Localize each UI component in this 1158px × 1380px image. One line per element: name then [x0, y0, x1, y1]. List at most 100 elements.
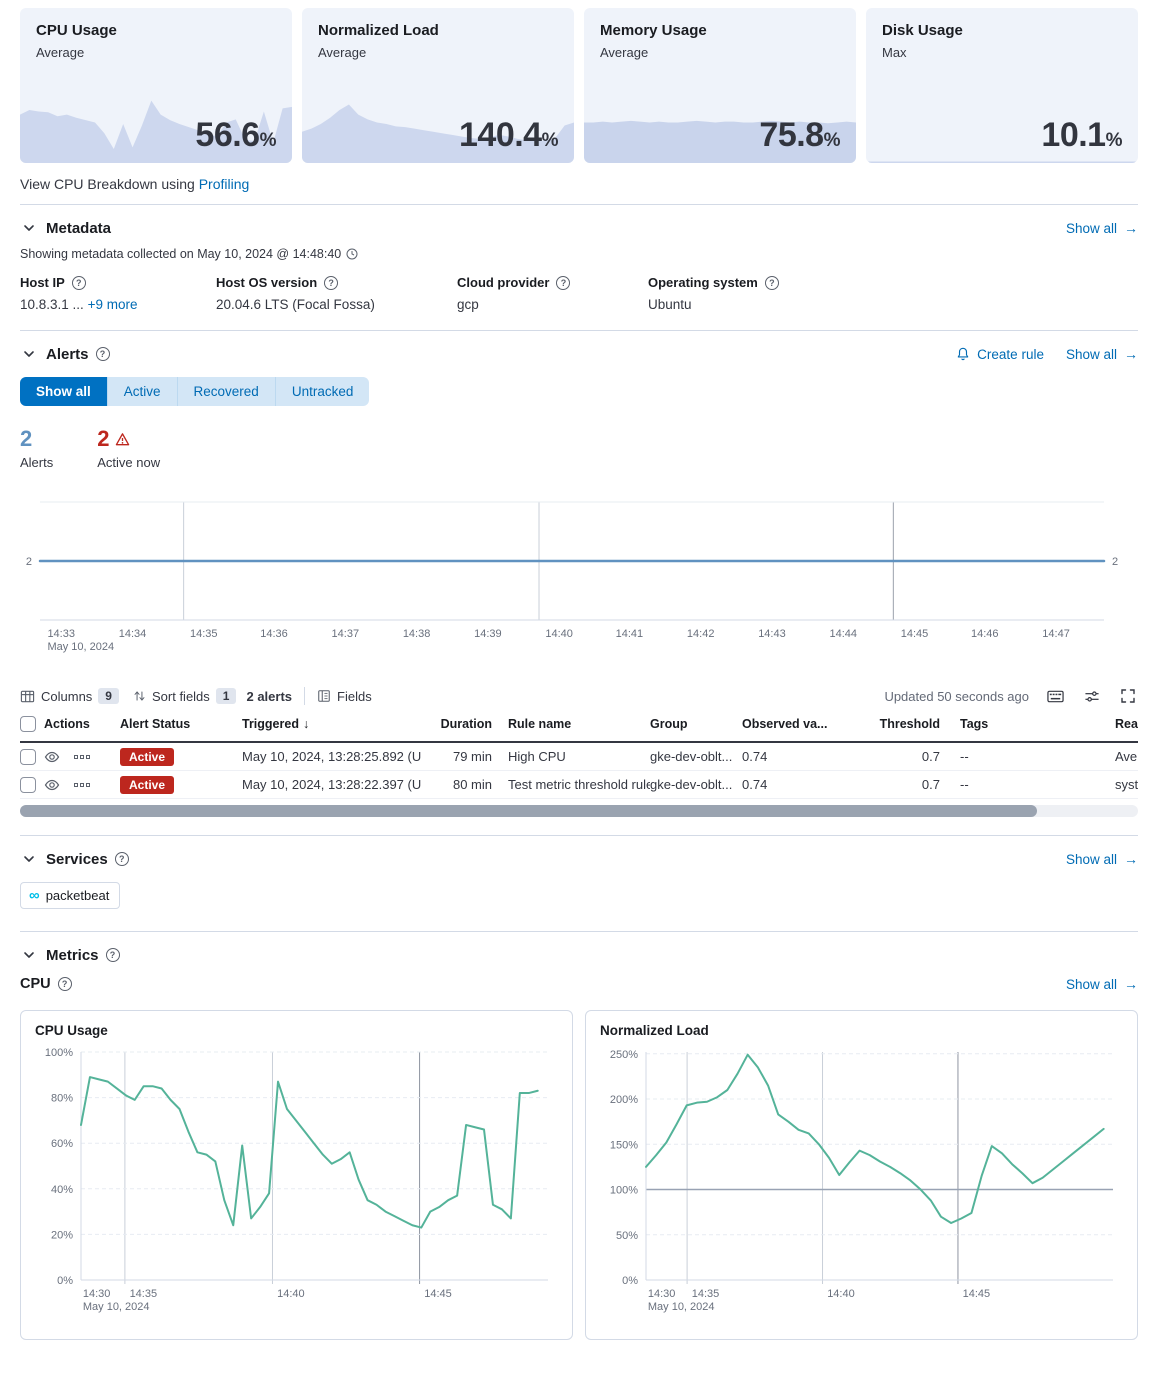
- metrics-show-all-link[interactable]: Show all →: [1065, 976, 1138, 992]
- svg-text:14:41: 14:41: [616, 628, 644, 640]
- alerts-show-all-link[interactable]: Show all →: [1065, 346, 1138, 362]
- kpi-subtitle: Average: [36, 45, 85, 60]
- col-header-triggered[interactable]: Triggered ↓: [242, 717, 310, 731]
- svg-text:14:38: 14:38: [403, 628, 431, 640]
- service-chip-packetbeat[interactable]: ∞ packetbeat: [20, 882, 121, 909]
- col-header-rule-name[interactable]: Rule name: [508, 717, 572, 731]
- sort-desc-icon: ↓: [302, 717, 310, 731]
- kpi-subtitle: Average: [600, 45, 649, 60]
- cpu-usage-chart[interactable]: 0% 20% 40% 60% 80% 100% 14:30 May 10, 2024 14:35…: [35, 1044, 558, 1320]
- svg-text:100%: 100%: [610, 1185, 638, 1197]
- metadata-field-os-version: Host OS version? 20.04.6 LTS (Focal Foss…: [216, 275, 375, 312]
- metrics-collapse-chevron-icon[interactable]: [20, 946, 38, 964]
- services-title: Services: [46, 850, 108, 868]
- question-icon[interactable]: ?: [57, 977, 72, 991]
- metadata-title: Metadata: [46, 219, 112, 237]
- alert-observed-value: 0.74: [742, 777, 768, 792]
- kpi-value: 75.8%: [759, 116, 840, 154]
- more-actions-icon[interactable]: [74, 754, 90, 759]
- horizontal-scrollbar-thumb[interactable]: [20, 805, 1038, 817]
- keyboard-shortcuts-icon[interactable]: [1045, 687, 1066, 706]
- question-icon[interactable]: ?: [105, 948, 120, 962]
- alert-status-badge[interactable]: Active: [120, 747, 175, 766]
- normalized-load-sparkline: [302, 85, 574, 163]
- kpi-title: CPU Usage: [36, 22, 117, 39]
- svg-text:150%: 150%: [610, 1139, 638, 1151]
- alert-rule-name[interactable]: Test metric threshold rule: [508, 777, 650, 792]
- columns-button[interactable]: Columns 9: [20, 688, 119, 704]
- question-icon[interactable]: ?: [324, 275, 339, 290]
- alert-group: gke-dev-oblt...: [650, 749, 733, 764]
- col-header-tags[interactable]: Tags: [960, 717, 989, 731]
- tab-show-all[interactable]: Show all: [20, 377, 108, 406]
- col-header-reason[interactable]: Reason: [1115, 717, 1138, 731]
- col-header-observed-value[interactable]: Observed va...: [742, 717, 828, 731]
- warning-triangle-icon: [116, 432, 130, 445]
- svg-text:May 10, 2024: May 10, 2024: [47, 641, 114, 653]
- alert-table-row: Active May 10, 2024, 13:28:22.397 (U 80 …: [20, 771, 1138, 799]
- select-all-checkbox[interactable]: [20, 716, 36, 732]
- svg-text:50%: 50%: [616, 1230, 638, 1242]
- question-icon[interactable]: ?: [95, 347, 110, 361]
- cpu-usage-chart-card: CPU Usage 0% 20% 40% 60% 80% 100% 14:30 May 10,…: [20, 1010, 573, 1340]
- alert-triggered-time: May 10, 2024, 13:28:25.892 (U: [242, 749, 422, 764]
- svg-text:14:44: 14:44: [829, 628, 857, 640]
- metrics-section: Metrics ? CPU ? Show all → CPU Usage 0% 20…: [20, 932, 1138, 1354]
- alert-rule-name[interactable]: High CPU: [508, 749, 566, 764]
- col-header-threshold[interactable]: Threshold: [879, 717, 940, 731]
- row-checkbox[interactable]: [20, 776, 36, 793]
- view-alert-eye-icon[interactable]: [44, 749, 60, 765]
- alert-duration: 80 min: [452, 777, 492, 792]
- services-collapse-chevron-icon[interactable]: [20, 850, 38, 868]
- fields-button[interactable]: Fields: [317, 689, 372, 704]
- normalized-load-chart[interactable]: 0% 50% 100% 150% 200% 250% 14:30 May 10, 2024 14…: [600, 1044, 1123, 1320]
- view-alert-eye-icon[interactable]: [44, 777, 60, 793]
- col-header-group[interactable]: Group: [650, 717, 688, 731]
- divider: [20, 931, 1138, 932]
- metadata-collapse-chevron-icon[interactable]: [20, 219, 38, 237]
- sort-fields-button[interactable]: Sort fields 1: [133, 688, 237, 704]
- question-icon[interactable]: ?: [71, 275, 86, 290]
- alert-status-badge[interactable]: Active: [120, 775, 175, 794]
- svg-text:14:39: 14:39: [474, 628, 502, 640]
- kpi-value: 56.6%: [195, 116, 276, 154]
- svg-text:14:37: 14:37: [332, 628, 360, 640]
- services-section: Services ? Show all → ∞ packetbeat: [20, 836, 1138, 931]
- tab-untracked[interactable]: Untracked: [275, 377, 370, 406]
- col-header-alert-status[interactable]: Alert Status: [120, 717, 191, 731]
- col-header-actions: Actions: [44, 717, 90, 731]
- arrow-right-icon: →: [1124, 220, 1138, 236]
- arrow-right-icon: →: [1124, 976, 1138, 992]
- kpi-card-memory-usage: Memory Usage Average 75.8%: [584, 8, 856, 163]
- svg-text:200%: 200%: [610, 1094, 638, 1106]
- alerts-collapse-chevron-icon[interactable]: [20, 345, 38, 363]
- profiling-link[interactable]: Profiling: [198, 176, 250, 192]
- divider: [20, 330, 1138, 331]
- horizontal-scrollbar: [20, 805, 1138, 817]
- more-actions-icon[interactable]: [74, 782, 90, 787]
- display-options-icon[interactable]: [1082, 687, 1102, 706]
- more-ips-link[interactable]: +9 more: [87, 297, 138, 312]
- col-header-duration[interactable]: Duration: [440, 717, 492, 731]
- fullscreen-icon[interactable]: [1118, 686, 1138, 706]
- tab-active[interactable]: Active: [107, 377, 178, 406]
- question-icon[interactable]: ?: [114, 852, 129, 866]
- columns-count-badge: 9: [98, 688, 119, 704]
- svg-text:14:35: 14:35: [692, 1288, 720, 1300]
- tab-recovered[interactable]: Recovered: [177, 377, 276, 406]
- normalized-load-chart-card: Normalized Load 0% 50% 100% 150% 200% 250% 14:…: [585, 1010, 1138, 1340]
- metadata-show-all-link[interactable]: Show all →: [1065, 220, 1138, 236]
- divider: [20, 835, 1138, 836]
- metadata-fields: Host IP? 10.8.3.1 ... +9 more Host OS ve…: [20, 275, 1138, 330]
- alert-tags: --: [960, 749, 969, 764]
- create-rule-button[interactable]: Create rule: [956, 347, 1044, 362]
- alerts-table-header-row: Actions Alert Status Triggered ↓ Duration…: [20, 716, 1138, 743]
- kpi-card-cpu-usage: CPU Usage Average 56.6%: [20, 8, 292, 163]
- question-icon[interactable]: ?: [764, 275, 779, 290]
- alerts-section: Alerts ? Create rule Show all → Show all …: [20, 331, 1138, 835]
- alerts-count-timeline-chart[interactable]: 2 2 14:33 May 10, 2024 14:34 14:35 14:36 14:37 1…: [20, 500, 1138, 656]
- question-icon[interactable]: ?: [556, 275, 571, 290]
- row-checkbox[interactable]: [20, 748, 36, 765]
- apm-service-icon: ∞: [29, 886, 40, 904]
- services-show-all-link[interactable]: Show all →: [1065, 851, 1138, 867]
